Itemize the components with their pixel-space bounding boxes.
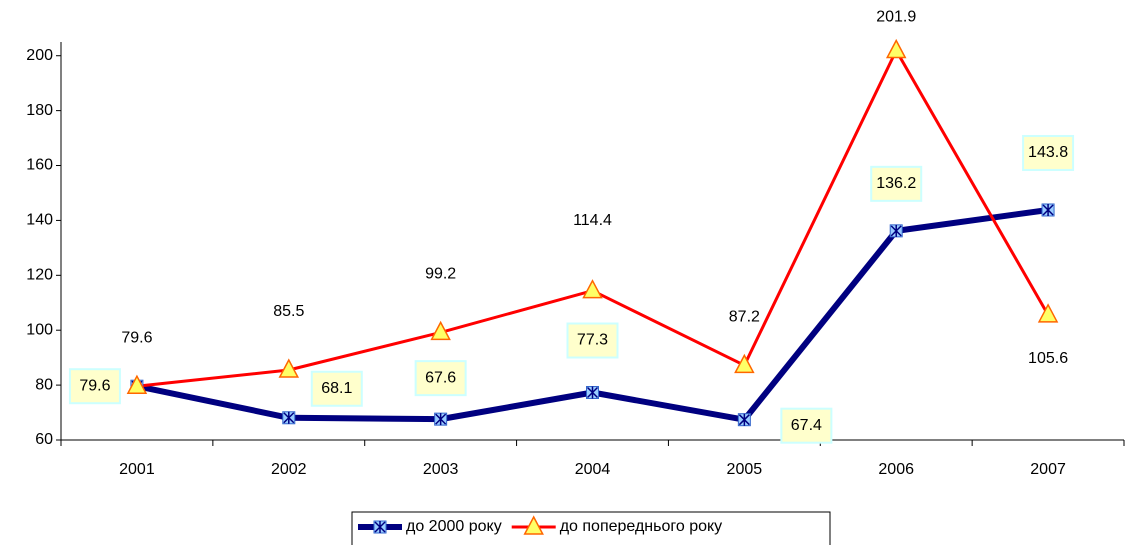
data-label: 136.2 bbox=[876, 175, 916, 192]
y-tick-label: 140 bbox=[26, 212, 53, 229]
y-tick-label: 100 bbox=[26, 321, 53, 338]
marker-star bbox=[586, 386, 599, 399]
data-label: 201.9 bbox=[876, 9, 916, 26]
x-tick-label: 2001 bbox=[119, 461, 155, 478]
data-label: 67.6 bbox=[425, 369, 456, 386]
marker bbox=[885, 38, 907, 59]
marker-star bbox=[283, 411, 295, 424]
marker-star bbox=[435, 413, 447, 426]
legend: до 2000 року до попереднього року bbox=[351, 511, 831, 545]
y-tick-label: 60 bbox=[35, 431, 53, 448]
x-tick-label: 2003 bbox=[423, 461, 459, 478]
legend-label: до 2000 року bbox=[406, 518, 502, 535]
data-label-box bbox=[566, 322, 619, 359]
marker bbox=[582, 279, 603, 299]
data-label-box bbox=[870, 165, 923, 202]
data-label: 68.1 bbox=[321, 380, 352, 397]
legend-box bbox=[351, 511, 831, 545]
data-label: 79.6 bbox=[79, 377, 110, 394]
marker bbox=[430, 320, 451, 341]
legend-label: до попереднього року bbox=[560, 518, 722, 535]
marker bbox=[126, 374, 148, 394]
marker bbox=[734, 353, 755, 374]
marker bbox=[523, 515, 544, 535]
x-tick-label: 2006 bbox=[878, 461, 914, 478]
data-label: 105.6 bbox=[1028, 350, 1068, 367]
y-tick-label: 200 bbox=[26, 47, 53, 64]
marker bbox=[278, 358, 300, 378]
data-label: 67.4 bbox=[791, 417, 822, 434]
data-label: 114.4 bbox=[573, 212, 612, 229]
marker-star bbox=[1042, 203, 1054, 216]
data-label-box bbox=[1022, 134, 1075, 171]
data-label: 99.2 bbox=[425, 266, 456, 283]
y-tick-label: 120 bbox=[26, 267, 53, 284]
y-tick-label: 160 bbox=[26, 157, 53, 174]
data-label: 143.8 bbox=[1028, 144, 1068, 161]
marker-star bbox=[738, 413, 750, 426]
data-label-box bbox=[414, 360, 467, 397]
marker-star bbox=[374, 521, 386, 533]
x-tick-label: 2004 bbox=[575, 461, 611, 478]
data-label-box bbox=[780, 407, 833, 444]
x-tick-label: 2007 bbox=[1030, 461, 1066, 478]
x-tick-label: 2002 bbox=[271, 461, 307, 478]
data-label-box bbox=[68, 368, 121, 405]
data-label: 79.6 bbox=[121, 329, 152, 346]
data-label: 85.5 bbox=[273, 303, 304, 320]
data-label-box bbox=[310, 370, 363, 407]
data-label: 87.2 bbox=[729, 309, 760, 326]
data-label: 77.3 bbox=[577, 332, 608, 349]
x-tick-label: 2005 bbox=[727, 461, 763, 478]
marker bbox=[1037, 303, 1059, 323]
y-tick-label: 80 bbox=[35, 376, 53, 393]
y-tick-label: 180 bbox=[26, 102, 53, 119]
marker-star bbox=[890, 224, 902, 237]
